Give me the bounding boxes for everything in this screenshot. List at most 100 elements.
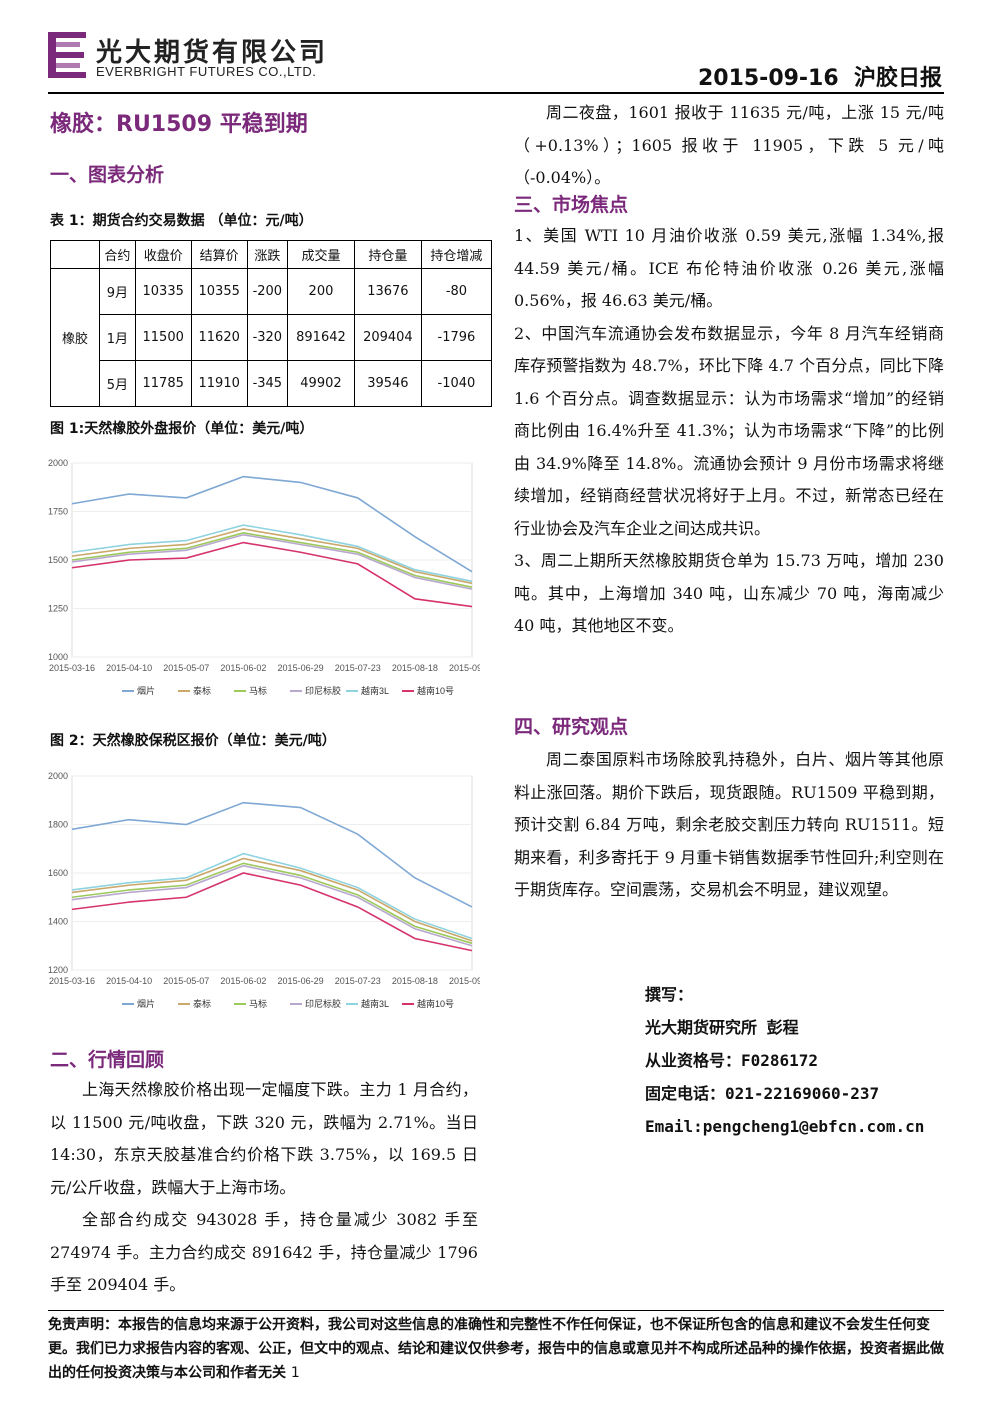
table-header-cell: 合约 xyxy=(99,240,136,269)
opinion-paragraph: 周二泰国原料市场除胶乳持稳外，白片、烟片等其他原料止涨回落。期价下跌后，现货跟随… xyxy=(514,750,944,899)
series-line xyxy=(71,862,473,945)
y-tick-label: 2000 xyxy=(48,458,68,468)
table-cell: 200 xyxy=(287,268,355,315)
series-line xyxy=(71,475,473,573)
review-text: 上海天然橡胶价格出现一定幅度下跌。主力 1 月合约，以 11500 元/吨收盘，… xyxy=(50,1074,478,1302)
table-cell: 11500 xyxy=(134,314,192,361)
legend-label: 越南10号 xyxy=(417,685,454,696)
legend-label: 泰标 xyxy=(193,685,211,696)
x-tick-label: 2015-06-29 xyxy=(278,663,324,673)
review-paragraph-2: 全部合约成交 943028 手，持仓量减少 3082 手至 274974 手。主… xyxy=(50,1210,478,1294)
table-cell: 1月 xyxy=(99,314,136,361)
table-cell: 11910 xyxy=(190,360,248,407)
section-research-opinion: 四、研究观点 xyxy=(514,716,629,738)
trade-table: 合约 收盘价 结算价 涨跌 成交量 持仓量 持仓增减 橡胶 9月 10335 1… xyxy=(50,240,493,407)
legend-label: 越南3L xyxy=(361,998,389,1009)
y-tick-label: 1000 xyxy=(48,652,68,662)
legend-label: 印尼标胶 xyxy=(305,998,341,1009)
x-tick-label: 2015-06-29 xyxy=(278,976,324,986)
series-line xyxy=(71,541,473,608)
x-tick-label: 2015-09-15 xyxy=(449,976,480,986)
x-tick-label: 2015-04-10 xyxy=(106,976,152,986)
table-row: 橡胶 9月 10335 10355 -200 200 13676 -80 xyxy=(50,268,493,407)
author-phone: 固定电话：021-22169060-237 xyxy=(645,1084,880,1103)
y-tick-label: 1250 xyxy=(48,604,68,614)
legend-label: 越南3L xyxy=(361,685,389,696)
focus-item-1: 1、美国 WTI 10 月油价收涨 0.59 美元,涨幅 1.34%,报 44.… xyxy=(514,226,944,310)
series-line xyxy=(71,528,473,585)
table-cell: -1040 xyxy=(420,360,493,407)
table-header-cell: 持仓量 xyxy=(353,240,422,269)
section-chart-analysis: 一、图表分析 xyxy=(50,164,165,186)
header-divider xyxy=(48,92,944,94)
x-tick-label: 2015-03-16 xyxy=(49,663,95,673)
x-tick-label: 2015-05-07 xyxy=(163,976,209,986)
table-header-cell: 持仓增减 xyxy=(420,240,493,269)
night-session-text: 周二夜盘，1601 报收于 11635 元/吨，上涨 15 元/吨（+0.13%… xyxy=(514,97,944,195)
table-cell: 5月 xyxy=(99,360,136,407)
table-cell: -320 xyxy=(246,314,289,361)
legend-label: 马标 xyxy=(249,998,267,1009)
author-name: 光大期货研究所 彭程 xyxy=(645,1018,799,1037)
table-cell: 10355 xyxy=(190,268,248,315)
legend-label: 马标 xyxy=(249,685,267,696)
table-header-cell: 结算价 xyxy=(190,240,248,269)
disclaimer: 免责声明：本报告的信息均来源于公开资料，我公司对这些信息的准确性和完整性不作任何… xyxy=(48,1310,944,1385)
author-license: 从业资格号：F0286172 xyxy=(645,1051,819,1070)
report-date-title: 2015-09-16 沪胶日报 xyxy=(697,66,942,91)
series-line xyxy=(71,533,473,590)
opinion-text: 周二泰国原料市场除胶乳持稳外，白片、烟片等其他原料止涨回落。期价下跌后，现货跟随… xyxy=(514,744,944,907)
main-title: 橡胶：RU1509 平稳到期 xyxy=(50,112,308,137)
author-label: 撰写： xyxy=(645,985,694,1004)
table-caption: 表 1：期货合约交易数据 （单位：元/吨） xyxy=(50,213,313,229)
table-row: 1月 11500 11620 -320 891642 209404 -1796 xyxy=(51,314,493,361)
table-product-cell: 橡胶 xyxy=(50,268,100,407)
x-tick-label: 2015-05-07 xyxy=(163,663,209,673)
y-tick-label: 1500 xyxy=(48,555,68,565)
table-header-blank xyxy=(50,240,100,269)
chart2-caption: 图 2：天然橡胶保税区报价（单位：美元/吨） xyxy=(50,733,336,749)
table-cell: 11785 xyxy=(134,360,192,407)
focus-item-2: 2、中国汽车流通协会发布数据显示，今年 8 月汽车经销商库存预警指数为 48.7… xyxy=(514,323,944,538)
x-tick-label: 2015-07-23 xyxy=(335,663,381,673)
legend-label: 烟片 xyxy=(137,998,155,1009)
review-paragraph-1: 上海天然橡胶价格出现一定幅度下跌。主力 1 月合约，以 11500 元/吨收盘，… xyxy=(50,1080,478,1197)
focus-item-3: 3、周二上期所天然橡胶期货仓单为 15.73 万吨，增加 230 吨。其中，上海… xyxy=(514,551,944,635)
table-cell: 9月 xyxy=(99,268,136,315)
table-cell: -1796 xyxy=(420,314,493,361)
table-row: 5月 11785 11910 -345 49902 39546 -1040 xyxy=(51,360,493,407)
x-tick-label: 2015-06-02 xyxy=(220,663,266,673)
page-number: 1 xyxy=(290,1365,300,1381)
series-line xyxy=(71,801,473,908)
company-name-en: EVERBRIGHT FUTURES CO.,LTD. xyxy=(96,64,317,79)
series-line xyxy=(71,532,473,588)
table-cell: 49902 xyxy=(287,360,355,407)
x-tick-label: 2015-06-02 xyxy=(220,976,266,986)
x-tick-label: 2015-07-23 xyxy=(335,976,381,986)
author-email[interactable]: Email:pengcheng1@ebfcn.com.cn xyxy=(645,1117,925,1136)
section-market-review: 二、行情回顾 xyxy=(50,1049,165,1071)
legend-label: 越南10号 xyxy=(417,998,454,1009)
table-cell: 891642 xyxy=(287,314,355,361)
y-tick-label: 1200 xyxy=(48,965,68,975)
table-cell: -80 xyxy=(420,268,493,315)
section-market-focus: 三、市场焦点 xyxy=(514,194,629,216)
author-contact: 撰写： 光大期货研究所 彭程 从业资格号：F0286172 固定电话：021-2… xyxy=(645,978,924,1143)
y-tick-label: 1600 xyxy=(48,868,68,878)
x-tick-label: 2015-08-18 xyxy=(392,976,438,986)
y-tick-label: 1750 xyxy=(48,507,68,517)
table-cell: 39546 xyxy=(353,360,422,407)
company-logo xyxy=(48,32,86,78)
table-header-cell: 涨跌 xyxy=(246,240,289,269)
table-cell: -200 xyxy=(246,268,289,315)
y-tick-label: 2000 xyxy=(48,771,68,781)
table-cell: 11620 xyxy=(190,314,248,361)
focus-text: 1、美国 WTI 10 月油价收涨 0.59 美元,涨幅 1.34%,报 44.… xyxy=(514,220,944,643)
y-tick-label: 1400 xyxy=(48,917,68,927)
x-tick-label: 2015-08-18 xyxy=(392,663,438,673)
series-line xyxy=(71,857,473,942)
table-header-row: 合约 收盘价 结算价 涨跌 成交量 持仓量 持仓增减 xyxy=(50,240,493,269)
legend-label: 烟片 xyxy=(137,685,155,696)
x-tick-label: 2015-03-16 xyxy=(49,976,95,986)
